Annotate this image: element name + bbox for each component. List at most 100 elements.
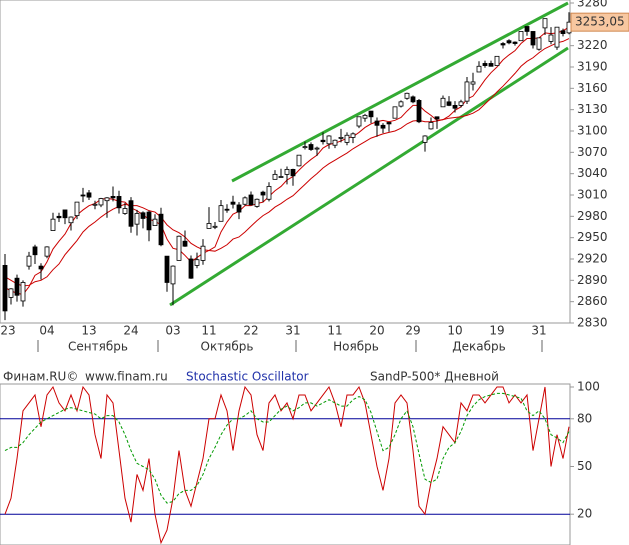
month-label: Ноябрь <box>333 340 379 354</box>
candle-body <box>236 204 242 213</box>
x-tick-label: 24 <box>123 324 138 338</box>
candle-body <box>62 209 68 219</box>
moving-average <box>4 38 570 287</box>
candle-body <box>356 116 362 127</box>
candle-body <box>374 120 380 126</box>
candle-body <box>290 168 296 177</box>
x-tick-label: 29 <box>405 324 420 338</box>
candle-body <box>50 218 56 231</box>
x-tick-label: 10 <box>447 324 462 338</box>
trend-line <box>231 1 569 183</box>
x-tick-label: 04 <box>39 324 54 338</box>
y-tick-label: 3040 <box>577 166 608 180</box>
candle-body <box>122 208 128 214</box>
instrument-label: SandP-500* Дневной <box>370 370 499 384</box>
month-label: Сентябрь <box>68 340 128 354</box>
month-label: Декабрь <box>452 340 505 354</box>
candle-body <box>548 34 554 42</box>
y-tick-label: 80 <box>577 411 592 425</box>
candle-body <box>560 30 566 34</box>
candle-body <box>164 255 170 283</box>
candle-body <box>158 213 164 246</box>
last-price-box <box>570 12 629 32</box>
candle-body <box>110 196 116 199</box>
candle-body <box>272 173 278 180</box>
month-label: Октябрь <box>201 340 254 354</box>
candle-body <box>20 282 26 302</box>
y-tick-label: 2860 <box>577 294 608 308</box>
x-tick-label: 13 <box>81 324 96 338</box>
candle-body <box>416 100 422 123</box>
candle-body <box>464 81 470 102</box>
candle-body <box>194 259 200 266</box>
oscillator-line <box>4 385 570 545</box>
candle-body <box>188 258 194 279</box>
candle-body <box>536 37 542 50</box>
y-tick-label: 3190 <box>577 60 608 74</box>
candle-body <box>176 235 182 261</box>
y-tick-label: 3280 <box>577 0 608 10</box>
y-tick-label: 3220 <box>577 38 608 52</box>
candle-body <box>224 208 230 211</box>
candle-body <box>434 116 440 120</box>
candle-body <box>476 65 482 73</box>
site-label: www.finam.ru <box>85 370 168 384</box>
candle-body <box>26 255 32 267</box>
y-tick-label: 2920 <box>577 252 608 266</box>
candle-body <box>44 246 50 257</box>
candle-body <box>32 246 38 256</box>
candle-body <box>140 212 146 219</box>
candle-body <box>428 122 434 130</box>
candle-body <box>8 288 14 298</box>
y-tick-label: 100 <box>577 380 600 394</box>
x-tick-label: 23 <box>0 324 15 338</box>
candle-body <box>440 97 446 108</box>
y-tick-label: 2890 <box>577 273 608 287</box>
oscillator-line <box>4 392 570 504</box>
x-tick-label: 20 <box>369 324 384 338</box>
y-tick-label: 3100 <box>577 124 608 138</box>
candle-body <box>494 55 500 66</box>
candle-body <box>350 133 356 138</box>
trend-line <box>169 46 569 307</box>
y-tick-label: 3070 <box>577 145 608 159</box>
candle-body <box>134 213 140 225</box>
candle-body <box>344 134 350 143</box>
x-tick-label: 31 <box>531 324 546 338</box>
candle-body <box>482 63 488 66</box>
candle-body <box>200 245 206 261</box>
candle-body <box>284 168 290 175</box>
indicator-label: Stochastic Oscillator <box>186 370 309 384</box>
x-tick-label: 11 <box>201 324 216 338</box>
candle-body <box>170 265 176 285</box>
candle-body <box>326 135 332 145</box>
candle-body <box>320 139 326 143</box>
x-tick-label: 03 <box>165 324 180 338</box>
x-tick-label: 31 <box>285 324 300 338</box>
candle-body <box>182 240 188 247</box>
y-tick-label: 20 <box>577 507 592 521</box>
candle-body <box>80 194 86 197</box>
candle-body <box>104 197 110 202</box>
x-tick-label: 19 <box>489 324 504 338</box>
candle-body <box>500 43 506 46</box>
candle-body <box>332 139 338 146</box>
candle-body <box>380 124 386 129</box>
candle-body <box>86 192 92 198</box>
candle-body <box>512 41 518 44</box>
candle-body <box>254 198 260 207</box>
candle-body <box>458 101 464 106</box>
candle-body <box>242 197 248 205</box>
candle-body <box>422 135 428 143</box>
candle-body <box>314 147 320 150</box>
candle-body <box>2 264 8 312</box>
candle-body <box>446 101 452 106</box>
candle-body <box>212 225 218 228</box>
candle-body <box>506 40 512 44</box>
y-tick-label: 2830 <box>577 316 608 330</box>
y-tick-label: 3130 <box>577 102 608 116</box>
candle-body <box>524 26 530 32</box>
candle-body <box>116 196 122 209</box>
candle-body <box>362 114 368 119</box>
candle-body <box>404 92 410 99</box>
